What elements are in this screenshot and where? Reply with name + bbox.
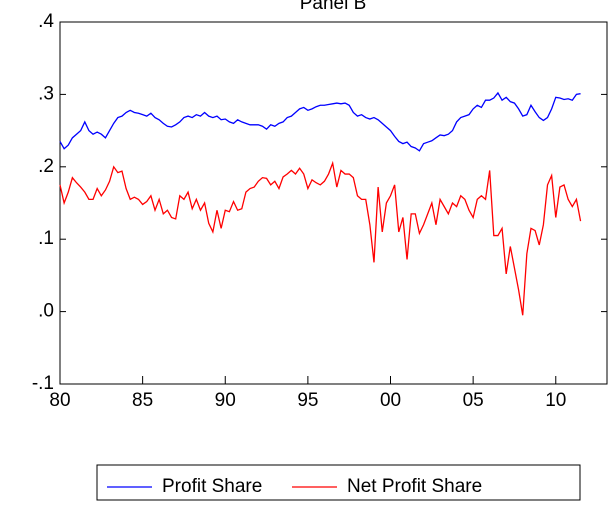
y-tick-label: .2 — [38, 156, 54, 177]
x-tick-label: 05 — [463, 390, 484, 411]
series-line — [59, 91, 581, 152]
series-line — [59, 160, 582, 316]
chart-title: Panel B — [300, 0, 367, 14]
x-tick-label: 80 — [49, 390, 70, 411]
y-tick-label: .3 — [38, 83, 54, 104]
plot-frame — [59, 21, 608, 385]
x-tick-label: 90 — [215, 390, 236, 411]
x-tick-label: 95 — [297, 390, 318, 411]
x-tick-label: 85 — [132, 390, 153, 411]
y-tick-label: -.1 — [32, 373, 54, 394]
legend-box — [96, 464, 581, 501]
legend-label: Net Profit Share — [347, 476, 482, 497]
y-tick-label: .0 — [38, 301, 54, 322]
y-tick-label: .1 — [38, 228, 54, 249]
x-tick-label: 10 — [545, 390, 566, 411]
y-tick-label: .4 — [38, 11, 54, 32]
x-tick-label: 00 — [380, 390, 401, 411]
legend-label: Profit Share — [162, 476, 262, 497]
